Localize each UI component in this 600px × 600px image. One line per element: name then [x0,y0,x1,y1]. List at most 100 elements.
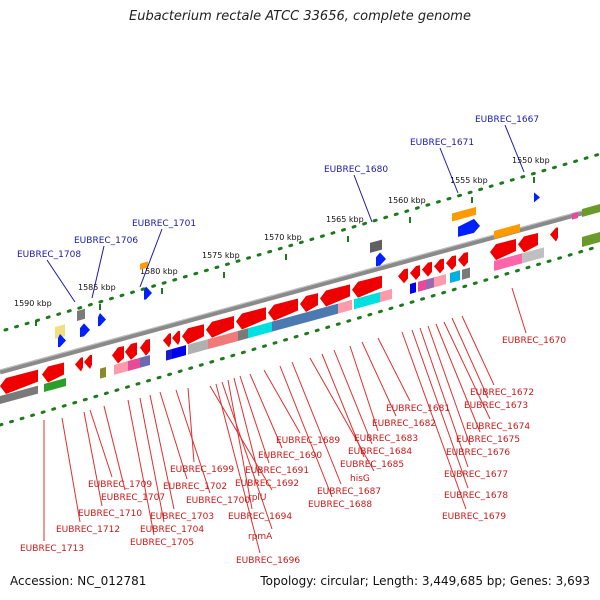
label-leader-line [401,331,467,510]
gene-label: EUBREC_1674 [466,422,530,432]
label-leader-line [215,383,261,554]
forward-gene-box [494,223,520,239]
gene-cog-box [248,321,272,339]
label-leader-line [377,337,411,402]
label-leader-lines [43,124,527,554]
gene-cog-box [338,299,352,314]
gene-cog-box [128,357,140,372]
gene-label: EUBREC_1678 [444,491,508,501]
label-leader-line [89,409,113,478]
label-leader-line [175,389,211,494]
label-leader-line [435,323,481,433]
gene-label: EUBREC_1696 [236,556,300,566]
accession-text: Accession: NC_012781 [10,574,147,588]
label-leader-line [291,361,342,485]
gene-cog-box [418,279,426,292]
gene-label: EUBREC_1682 [372,419,436,429]
label-leader-line [233,377,260,477]
forward-gene-arrow [534,192,540,203]
label-leader-line [221,381,273,530]
gene-label: EUBREC_1702 [163,482,227,492]
scale-label: 1565 kbp [326,215,364,224]
gene-label: EUBREC_1704 [140,525,204,535]
label-leader-line [127,399,155,536]
label-leader-line [159,391,188,480]
reverse-gene-arrow [490,238,516,261]
gene-label: EUBREC_1705 [130,538,194,548]
scale-label: 1585 kbp [78,283,116,292]
scale-label: 1570 kbp [264,233,302,242]
scale-label: 1575 kbp [202,251,240,260]
gene-cog-box [166,348,172,361]
scale-label: 1555 kbp [450,176,488,185]
gene-label: EUBREC_1685 [340,460,404,470]
label-leader-line [83,411,103,507]
gene-label: hisG [350,474,370,484]
forward-gene-box [370,239,382,253]
reverse-gene-arrow [398,268,408,284]
gene-cog-box [44,377,66,392]
reverse-gene-arrow [42,362,64,383]
reverse-gene-arrow [434,258,444,274]
reverse-gene-arrow [550,227,558,242]
reverse-gene-arrow [206,316,234,338]
reverse-gene-arrow [320,284,350,307]
gene-label: EUBREC_1683 [354,434,418,444]
label-leader-line [227,379,253,510]
gene-cog-box [380,288,392,303]
reverse-gene-arrow [268,298,298,321]
forward-gene-labels: EUBREC_1708 EUBREC_1706 EUBREC_1701 EUBREC_… [17,115,539,260]
scale-labels: 1590 kbp 1585 kbp 1580 kbp 1575 kbp 1570 kbp… [14,156,550,326]
gene-cog-box [522,247,544,264]
gene-label: EUBREC_1673 [464,401,528,411]
scale-dots-line [3,152,600,332]
gene-label: rplU [248,493,267,503]
label-leader-line [353,174,373,223]
map-title: Eubacterium rectale ATCC 33656, complete… [129,9,471,24]
forward-gene-arrow [98,313,106,327]
scale-label: 1590 kbp [14,299,52,308]
gene-label: EUBREC_1707 [101,493,165,503]
reverse-gene-arrow [446,255,456,271]
gene-cog-box [426,277,434,290]
label-leader-line [91,245,105,299]
gene-label: EUBREC_1703 [150,512,214,522]
label-leader-line [149,394,175,510]
reverse-gene-arrow [172,330,180,345]
gene-cog-box [0,385,38,404]
reverse-gene-arrow [236,307,266,330]
label-leader-line [249,373,283,449]
topology-text: Topology: circular; Length: 3,449,685 bp… [260,574,590,588]
gene-label: EUBREC_1710 [78,509,142,519]
forward-gene-box [582,204,600,217]
label-leader-line [461,315,495,386]
gene-cog-box [100,367,106,379]
reverse-gene-arrow [125,342,137,360]
label-leader-line [504,124,525,173]
gene-label: rpmA [248,532,273,542]
gene-label: EUBREC_1692 [235,479,299,489]
gene-label: EUBREC_1675 [456,435,520,445]
label-leader-line [361,341,397,417]
reverse-gene-arrow [163,333,171,348]
label-leader-line [411,329,469,489]
label-leader-line [139,397,165,523]
gene-label: EUBREC_1691 [245,466,309,476]
gene-cog-box [354,292,380,310]
gene-cog-box [434,274,446,288]
label-leader-line [349,345,379,432]
gene-cog-box [114,361,128,375]
forward-gene-arrow [458,218,480,237]
forward-gene-box [452,206,476,222]
gene-label: EUBREC_1699 [170,465,234,475]
label-leader-line [187,387,195,463]
gene-label: EUBREC_1706 [74,236,138,246]
forward-gene-arrow [80,323,90,338]
label-leader-line [451,317,489,399]
gene-cog-box [312,303,338,321]
forward-gene-box [77,308,85,321]
reverse-gene-arrow [75,357,83,372]
gene-label: EUBREC_1712 [56,525,120,535]
forward-gene-box [572,212,578,220]
reverse-gene-arrow [140,339,150,356]
